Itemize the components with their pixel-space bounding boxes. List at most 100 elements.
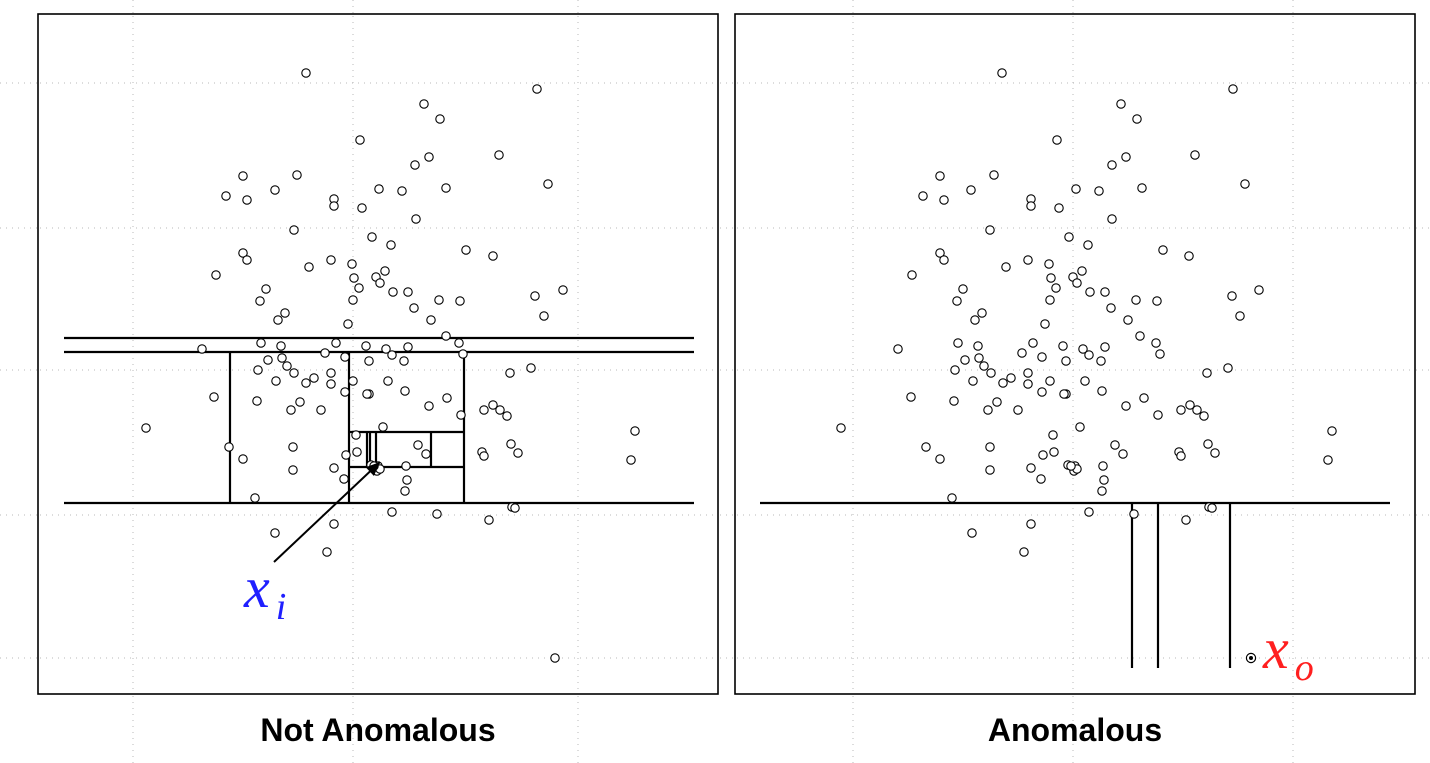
data-point	[979, 361, 989, 371]
data-point	[1132, 114, 1142, 124]
data-point	[316, 405, 326, 415]
data-point	[326, 255, 336, 265]
data-point	[320, 348, 330, 358]
data-point	[386, 240, 396, 250]
data-point	[1075, 422, 1085, 432]
data-point	[893, 344, 903, 354]
data-point	[295, 397, 305, 407]
data-point	[355, 135, 365, 145]
data-point	[341, 450, 351, 460]
data-point	[939, 255, 949, 265]
data-point	[1038, 450, 1048, 460]
data-point	[362, 389, 372, 399]
data-point	[1107, 160, 1117, 170]
data-point	[322, 547, 332, 557]
data-point	[242, 195, 252, 205]
data-point	[309, 373, 319, 383]
data-point	[1037, 387, 1047, 397]
data-point	[1026, 201, 1036, 211]
data-point	[510, 503, 520, 513]
data-point	[1077, 266, 1087, 276]
data-point	[1026, 519, 1036, 529]
data-point	[221, 191, 231, 201]
data-point	[388, 287, 398, 297]
data-point	[1026, 463, 1036, 473]
data-point	[1059, 389, 1069, 399]
data-point	[409, 303, 419, 313]
point-label-base: x	[243, 555, 270, 620]
data-point	[935, 454, 945, 464]
data-point	[339, 474, 349, 484]
data-point	[442, 393, 452, 403]
data-point	[986, 368, 996, 378]
data-point	[1040, 319, 1050, 329]
data-point	[375, 278, 385, 288]
data-point	[494, 150, 504, 160]
data-point	[261, 284, 271, 294]
data-point	[1137, 183, 1147, 193]
data-point	[1176, 451, 1186, 461]
data-point	[906, 392, 916, 402]
data-point	[421, 449, 431, 459]
data-point	[1155, 349, 1165, 359]
data-point	[935, 248, 945, 258]
data-point	[271, 376, 281, 386]
data-point	[970, 315, 980, 325]
data-point	[1064, 232, 1074, 242]
data-point	[1181, 515, 1191, 525]
data-point	[441, 183, 451, 193]
data-point	[502, 411, 512, 421]
data-point	[238, 171, 248, 181]
data-point	[950, 365, 960, 375]
data-point	[263, 355, 273, 365]
data-point	[1037, 352, 1047, 362]
data-point	[1131, 295, 1141, 305]
data-point	[1152, 296, 1162, 306]
data-point	[381, 344, 391, 354]
data-point	[1045, 376, 1055, 386]
data-point	[1080, 376, 1090, 386]
data-point	[1051, 283, 1061, 293]
data-point	[918, 191, 928, 201]
data-point	[1228, 84, 1238, 94]
data-point	[1202, 368, 1212, 378]
data-point	[441, 331, 451, 341]
data-point	[1118, 449, 1128, 459]
data-point	[479, 405, 489, 415]
data-point	[495, 405, 505, 415]
data-point	[413, 440, 423, 450]
data-point	[340, 387, 350, 397]
data-point	[935, 171, 945, 181]
data-point	[304, 262, 314, 272]
data-point	[505, 368, 515, 378]
data-point	[1078, 344, 1088, 354]
data-point	[224, 442, 234, 452]
data-point	[974, 353, 984, 363]
data-point	[411, 214, 421, 224]
data-point	[426, 315, 436, 325]
data-point	[960, 355, 970, 365]
data-point	[992, 397, 1002, 407]
data-point	[1013, 405, 1023, 415]
data-point	[1071, 184, 1081, 194]
data-point	[402, 475, 412, 485]
data-point	[958, 284, 968, 294]
data-point	[456, 410, 466, 420]
data-point	[484, 515, 494, 525]
data-point	[968, 376, 978, 386]
arrow-head	[365, 462, 380, 476]
data-point	[1235, 311, 1245, 321]
data-point	[400, 386, 410, 396]
data-point	[1121, 152, 1131, 162]
data-point	[301, 378, 311, 388]
data-point	[197, 344, 207, 354]
data-point	[967, 528, 977, 538]
data-point	[985, 442, 995, 452]
data-point	[1098, 461, 1108, 471]
data-point	[1110, 440, 1120, 450]
data-point	[387, 350, 397, 360]
